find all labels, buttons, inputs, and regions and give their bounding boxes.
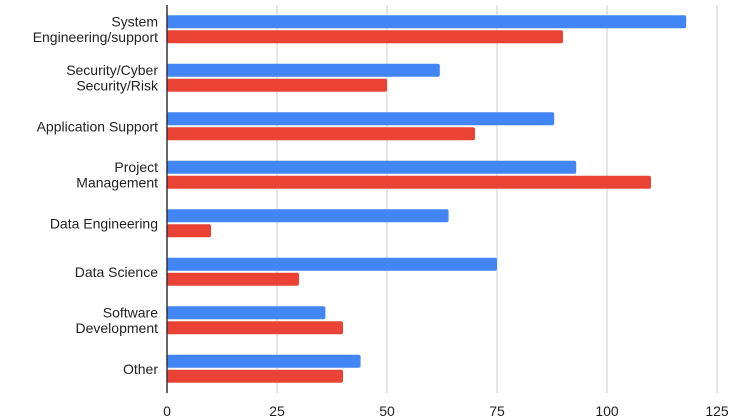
bars bbox=[167, 15, 687, 383]
bar bbox=[167, 63, 440, 77]
category-label: Engineering/support bbox=[33, 29, 158, 45]
category-labels: SystemEngineering/supportSecurity/CyberS… bbox=[33, 14, 159, 377]
x-tick-label: 0 bbox=[163, 403, 171, 417]
bar bbox=[167, 160, 577, 174]
bar bbox=[167, 209, 449, 223]
bar bbox=[167, 78, 387, 92]
bar bbox=[167, 112, 555, 126]
bar bbox=[167, 30, 563, 44]
bar bbox=[167, 306, 326, 320]
category-label: Software bbox=[103, 305, 158, 321]
bar bbox=[167, 224, 211, 238]
category-label: Security/Risk bbox=[76, 78, 159, 94]
category-label: Project bbox=[114, 159, 158, 175]
category-label: System bbox=[111, 14, 158, 30]
x-tick-label: 75 bbox=[489, 403, 505, 417]
x-tick-labels: 0 25 50 75 100 125 bbox=[163, 403, 729, 417]
x-tick-label: 100 bbox=[595, 403, 619, 417]
bar bbox=[167, 15, 687, 29]
bar bbox=[167, 127, 475, 141]
bar bbox=[167, 321, 343, 335]
x-tick-label: 125 bbox=[705, 403, 729, 417]
gridlines bbox=[276, 5, 718, 393]
category-label: Data Engineering bbox=[50, 215, 158, 231]
category-label: Management bbox=[76, 175, 158, 191]
x-tick-label: 50 bbox=[379, 403, 395, 417]
bar bbox=[167, 272, 299, 286]
category-label: Development bbox=[76, 320, 159, 336]
category-label: Other bbox=[123, 361, 158, 377]
category-label: Security/Cyber bbox=[66, 62, 158, 78]
bar bbox=[167, 175, 651, 189]
bar bbox=[167, 257, 497, 271]
bar bbox=[167, 369, 343, 383]
x-tick-label: 25 bbox=[269, 403, 285, 417]
category-label: Data Science bbox=[75, 264, 158, 280]
bar bbox=[167, 354, 361, 368]
category-label: Application Support bbox=[37, 118, 159, 134]
